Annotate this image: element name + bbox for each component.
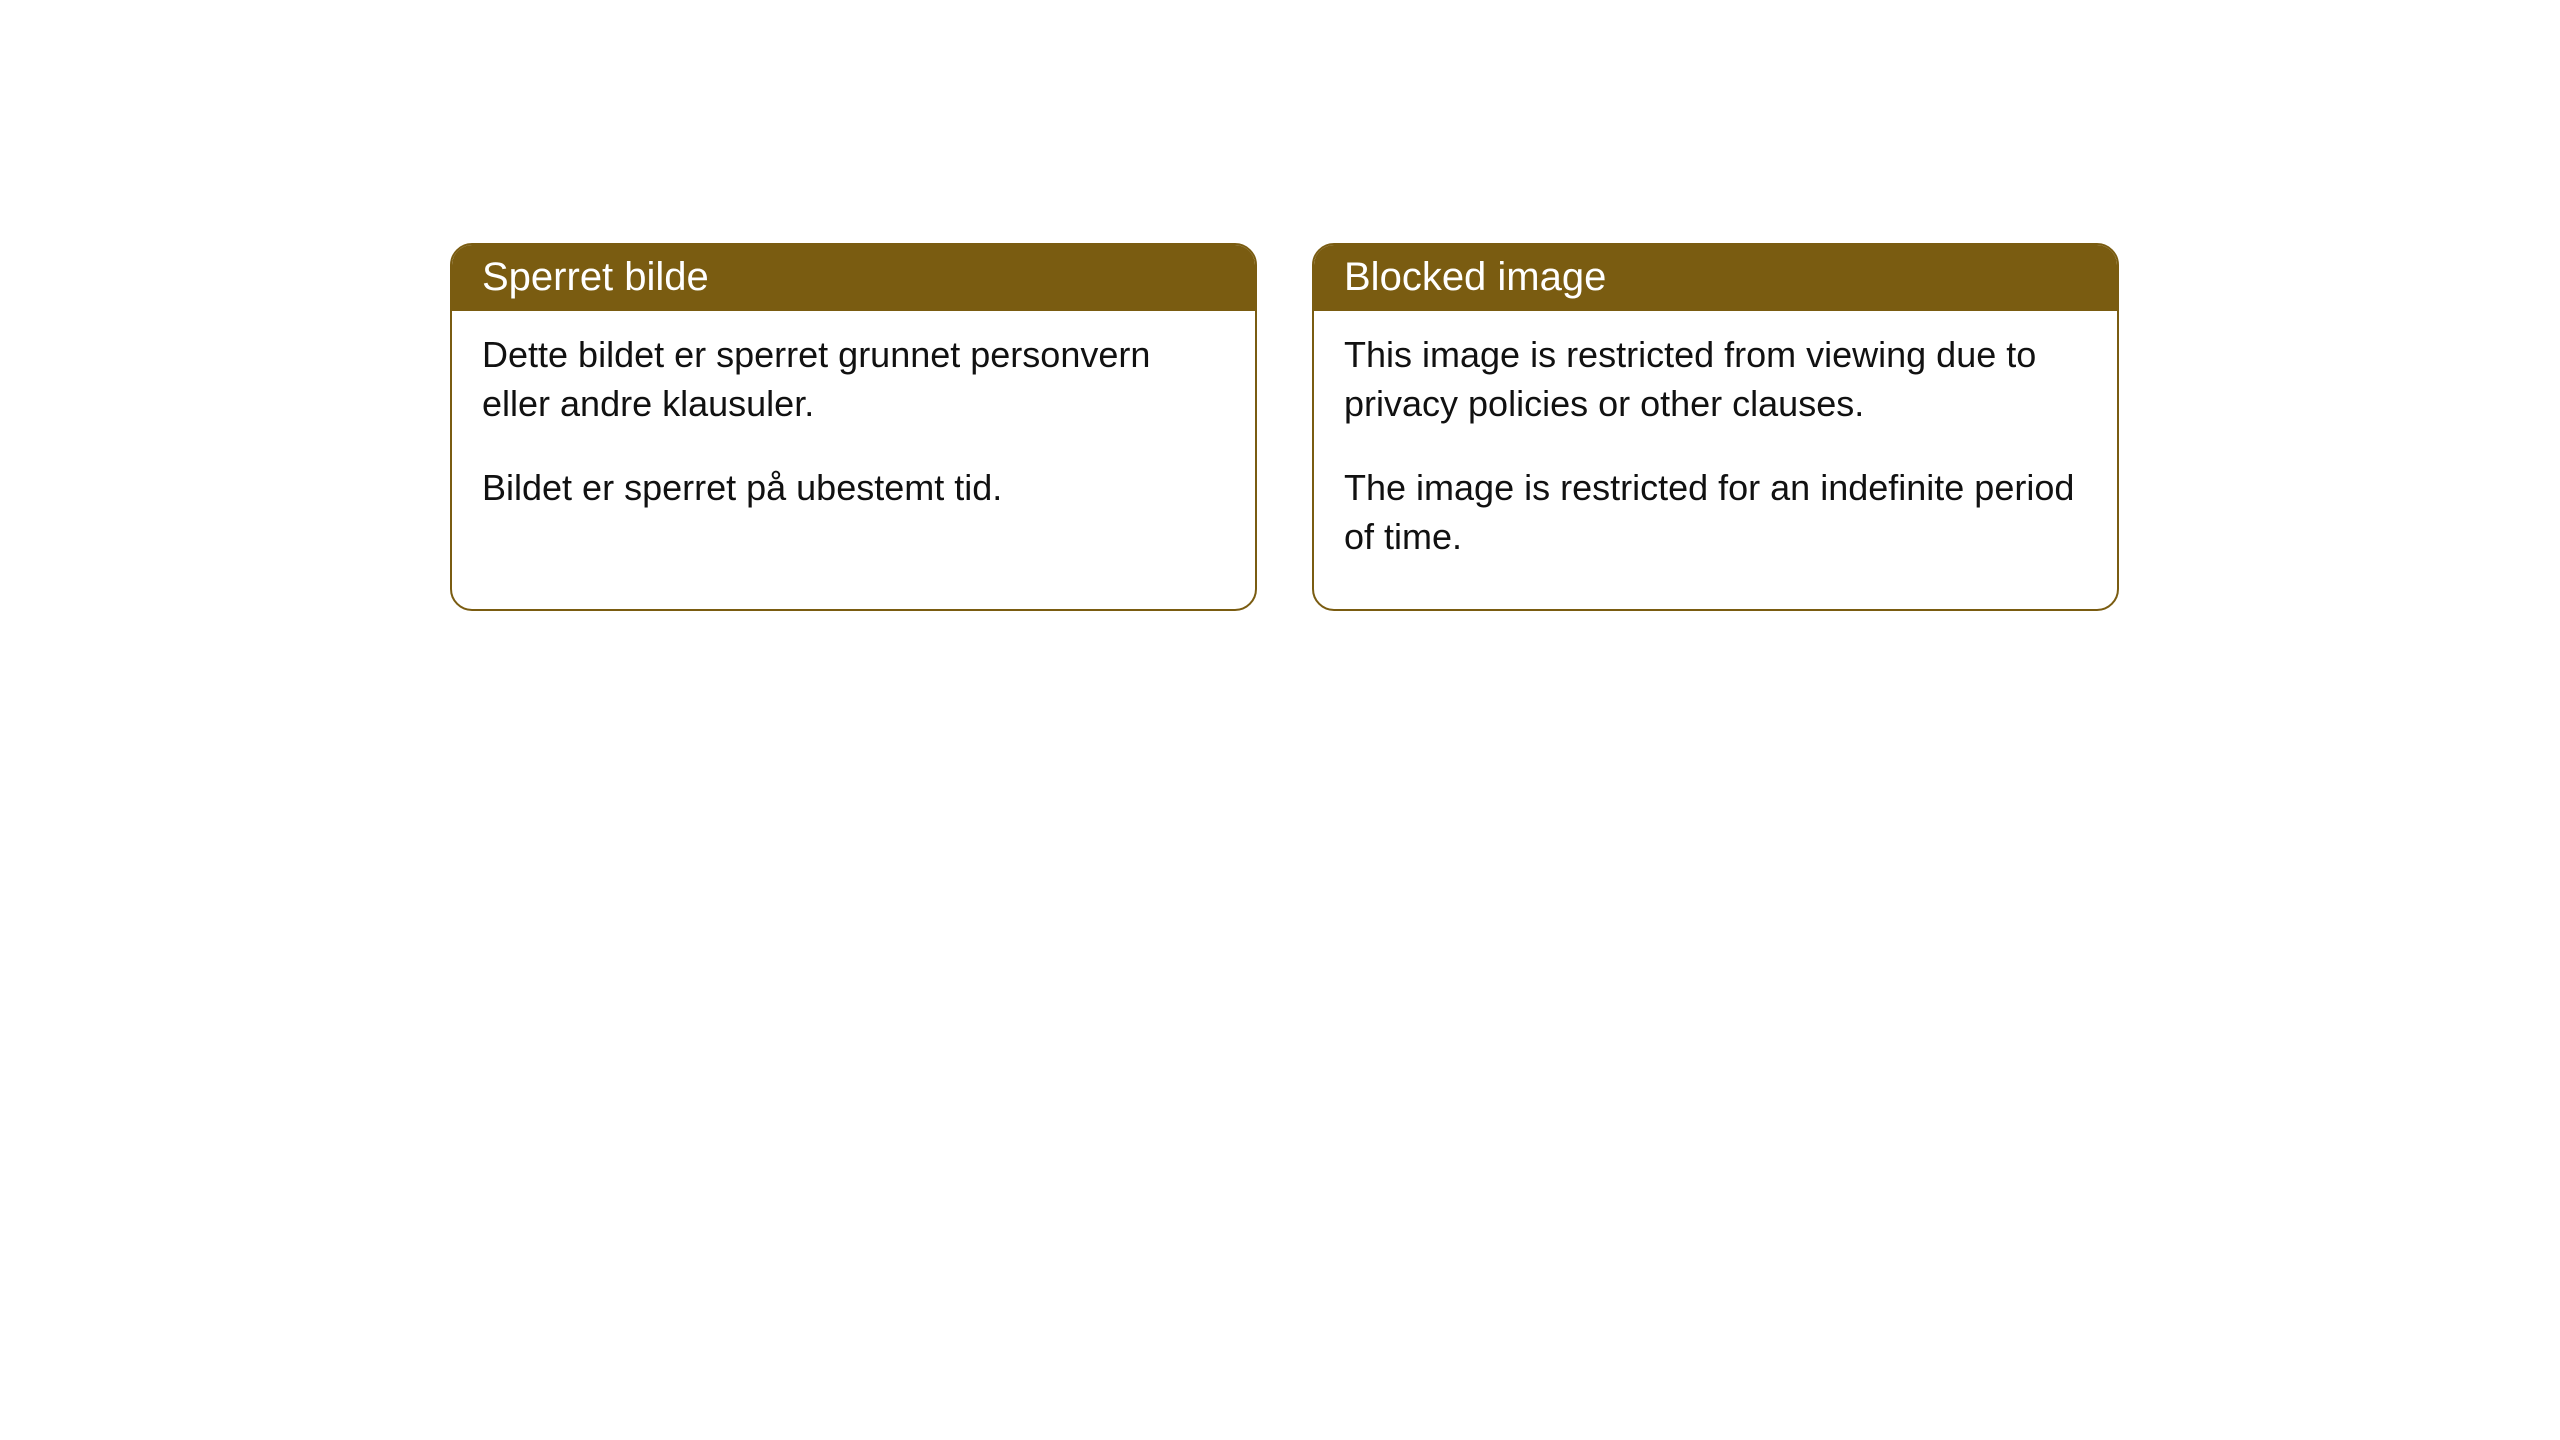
card-body-no: Dette bildet er sperret grunnet personve… [452, 311, 1255, 561]
card-header-en: Blocked image [1314, 245, 2117, 311]
card-text-no-1: Dette bildet er sperret grunnet personve… [482, 331, 1225, 428]
card-text-no-2: Bildet er sperret på ubestemt tid. [482, 464, 1225, 513]
card-title-en: Blocked image [1344, 255, 1606, 299]
card-text-en-2: The image is restricted for an indefinit… [1344, 464, 2087, 561]
card-text-en-1: This image is restricted from viewing du… [1344, 331, 2087, 428]
blocked-image-card-no: Sperret bilde Dette bildet er sperret gr… [450, 243, 1257, 611]
card-title-no: Sperret bilde [482, 255, 709, 299]
notice-container: Sperret bilde Dette bildet er sperret gr… [0, 0, 2560, 611]
card-body-en: This image is restricted from viewing du… [1314, 311, 2117, 609]
card-header-no: Sperret bilde [452, 245, 1255, 311]
blocked-image-card-en: Blocked image This image is restricted f… [1312, 243, 2119, 611]
